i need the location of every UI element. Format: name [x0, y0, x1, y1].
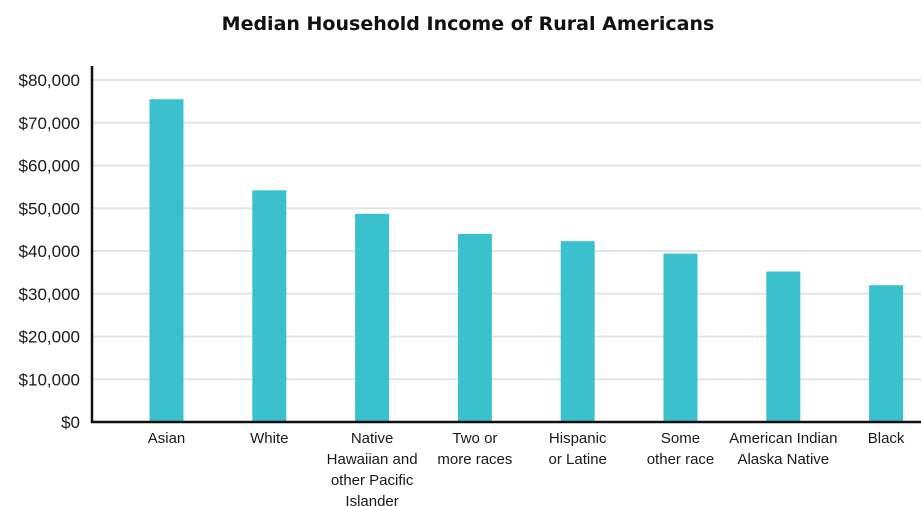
bar: [355, 213, 390, 422]
y-tick-label: $40,000: [19, 242, 80, 261]
bars: [149, 99, 904, 423]
y-tick-label: $70,000: [19, 114, 80, 133]
x-tick-label: Hispanic or Latine: [549, 430, 607, 468]
bar: [663, 253, 698, 422]
chart-title: Median Household Income of Rural America…: [222, 13, 715, 35]
y-tick-label: $10,000: [19, 370, 80, 389]
y-tick-label: $60,000: [19, 157, 80, 176]
x-tick-label: Two or more races: [437, 430, 512, 468]
x-tick-label: Black: [868, 430, 905, 447]
x-axis-tick-labels: Asian White Native Hawaiian and other Pacifi…: [148, 430, 905, 506]
bar: [149, 99, 184, 423]
y-tick-label: $50,000: [19, 199, 80, 218]
y-tick-label: $30,000: [19, 285, 80, 304]
bar: [252, 190, 287, 422]
y-axis-tick-labels: $0 $10,000 $20,000 $30,000 $40,000 $50,000 $60…: [19, 71, 80, 432]
x-tick-label: Asian: [148, 430, 186, 447]
gridlines: [92, 79, 921, 381]
bar: [869, 285, 904, 422]
x-tick-label: Native Hawaiian and other Pacific Islander: [327, 430, 418, 506]
y-tick-label: $20,000: [19, 328, 80, 347]
y-tick-label: $0: [61, 413, 80, 432]
x-tick-label: American Indian Alaska Native: [729, 430, 837, 468]
y-tick-label: $80,000: [19, 71, 80, 90]
x-tick-label: White: [250, 430, 288, 447]
bar: [766, 271, 801, 422]
bar: [560, 241, 595, 422]
x-tick-label: Some other race: [647, 430, 715, 468]
bar: [457, 233, 492, 422]
